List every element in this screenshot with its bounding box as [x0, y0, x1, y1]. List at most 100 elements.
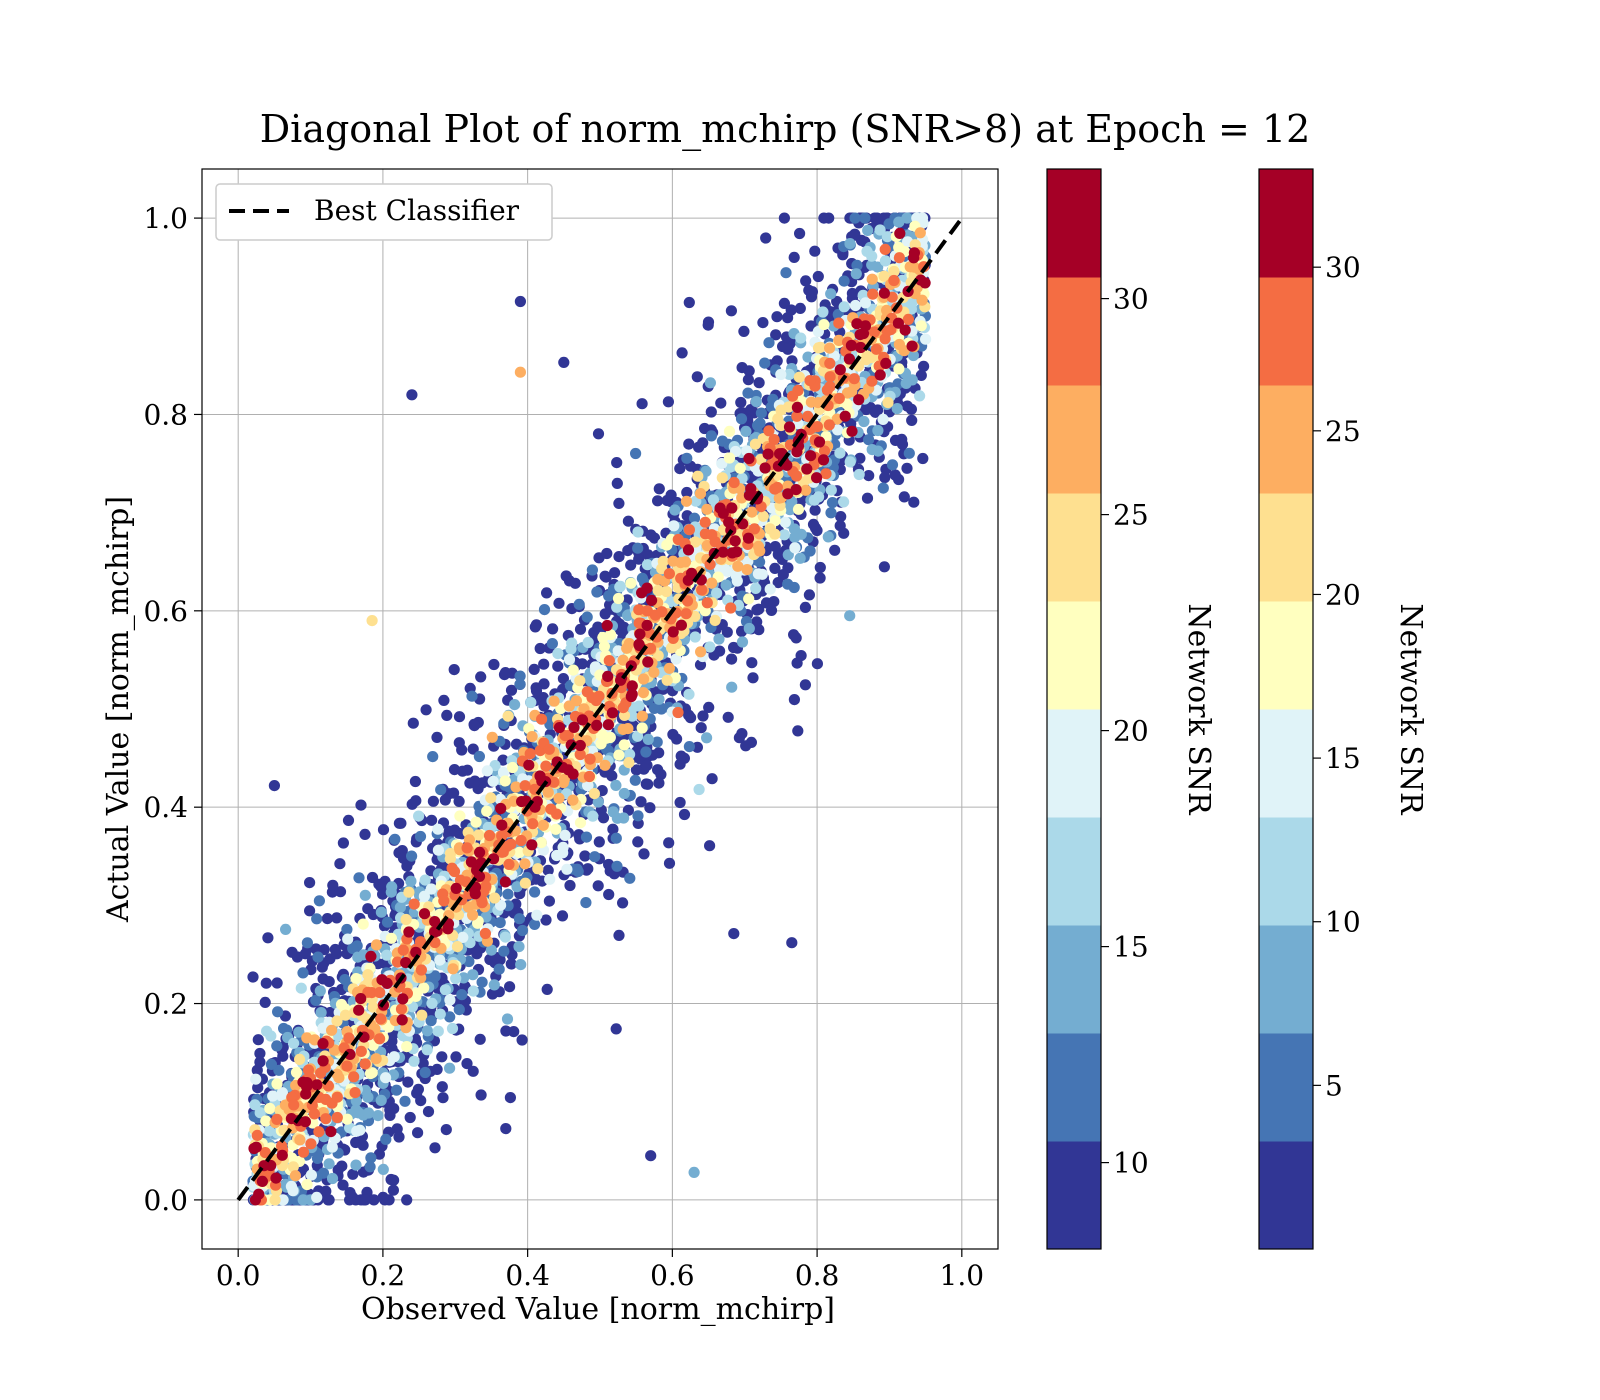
scatter-point — [632, 526, 644, 538]
scatter-point — [406, 389, 418, 401]
scatter-point — [592, 428, 605, 440]
scatter-point — [636, 572, 649, 584]
scatter-point — [563, 653, 576, 666]
scatter-point — [769, 541, 781, 553]
scatter-point — [467, 1065, 479, 1077]
scatter-point — [674, 796, 686, 809]
scatter-point — [404, 1111, 416, 1124]
scatter-point — [763, 425, 775, 437]
scatter-point — [750, 582, 762, 595]
scatter-point — [510, 738, 523, 750]
scatter-point — [326, 1172, 339, 1185]
scatter-point — [271, 977, 283, 989]
scatter-point — [329, 943, 341, 956]
scatter-point — [818, 319, 830, 331]
scatter-point — [481, 805, 493, 817]
scatter-point — [917, 452, 929, 465]
scatter-point — [265, 1058, 277, 1070]
scatter-point — [822, 531, 834, 543]
scatter-point — [354, 1124, 366, 1136]
scatter-point — [327, 879, 339, 891]
scatter-point — [906, 414, 918, 426]
scatter-point — [597, 812, 610, 824]
scatter-point — [799, 679, 812, 691]
scatter-point — [547, 623, 559, 635]
scatter-point — [412, 1083, 424, 1095]
scatter-point — [623, 757, 635, 769]
scatter-point — [866, 273, 878, 285]
scatter-point — [878, 561, 891, 573]
scatter-point — [440, 1124, 452, 1136]
scatter-point — [453, 1004, 465, 1016]
scatter-point — [582, 636, 594, 649]
scatter-point — [866, 444, 878, 456]
scatter-point — [252, 1082, 264, 1094]
scatter-point — [609, 567, 621, 579]
scatter-point — [765, 604, 778, 617]
scatter-point — [565, 643, 577, 655]
scatter-point — [918, 360, 930, 372]
scatter-point — [663, 662, 676, 674]
scatter-point — [809, 504, 821, 516]
scatter-point — [601, 547, 613, 560]
scatter-point — [849, 212, 861, 224]
scatter-point — [493, 963, 505, 975]
scatter-point — [794, 227, 806, 240]
scatter-point — [896, 433, 908, 445]
scatter-point — [642, 778, 654, 790]
scatter-point — [595, 738, 607, 750]
scatter-point — [375, 1094, 387, 1106]
scatter-point — [814, 572, 826, 584]
scatter-point — [814, 561, 826, 574]
scatter-point — [742, 374, 755, 386]
scatter-point — [310, 994, 322, 1007]
scatter-point — [683, 688, 695, 700]
scatter-point — [610, 832, 622, 844]
scatter-point — [380, 1133, 392, 1145]
scatter-point — [914, 390, 926, 402]
scatter-point — [366, 615, 378, 627]
scatter-point — [792, 503, 805, 515]
scatter-point — [357, 918, 369, 930]
scatter-point — [550, 823, 562, 835]
scatter-point — [764, 523, 776, 535]
scatter-point — [438, 694, 450, 707]
scatter-point — [716, 472, 728, 484]
scatter-point — [894, 227, 906, 239]
scatter-point — [262, 932, 274, 944]
scatter-point — [630, 447, 642, 460]
scatter-point — [362, 903, 374, 915]
scatter-point — [599, 608, 611, 620]
scatter-point — [271, 1113, 283, 1125]
scatter-point — [602, 719, 615, 731]
scatter-point — [705, 406, 717, 418]
scatter-point — [709, 614, 721, 627]
scatter-point — [335, 998, 348, 1011]
scatter-point — [874, 224, 886, 236]
scatter-point — [680, 608, 692, 620]
scatter-point — [553, 722, 566, 734]
scatter-point — [289, 1170, 301, 1182]
scatter-point — [341, 1113, 353, 1125]
scatter-point — [593, 836, 605, 848]
scatter-points — [247, 212, 932, 1206]
scatter-point — [853, 394, 865, 406]
scatter-point — [359, 1194, 371, 1206]
scatter-point — [726, 502, 738, 514]
scatter-point — [456, 744, 468, 756]
scatter-point — [505, 958, 517, 970]
scatter-point — [824, 371, 836, 383]
scatter-point — [543, 895, 556, 907]
scatter-point — [399, 1095, 411, 1107]
scatter-point — [799, 601, 812, 614]
scatter-point — [691, 741, 704, 753]
scatter-point — [683, 741, 696, 753]
scatter-point — [592, 880, 604, 892]
scatter-point — [683, 438, 695, 450]
scatter-point — [888, 274, 900, 287]
scatter-point — [523, 759, 535, 771]
scatter-point — [617, 702, 629, 714]
scatter-point — [331, 1091, 343, 1103]
scatter-point — [866, 250, 878, 262]
scatter-point — [317, 1038, 329, 1050]
